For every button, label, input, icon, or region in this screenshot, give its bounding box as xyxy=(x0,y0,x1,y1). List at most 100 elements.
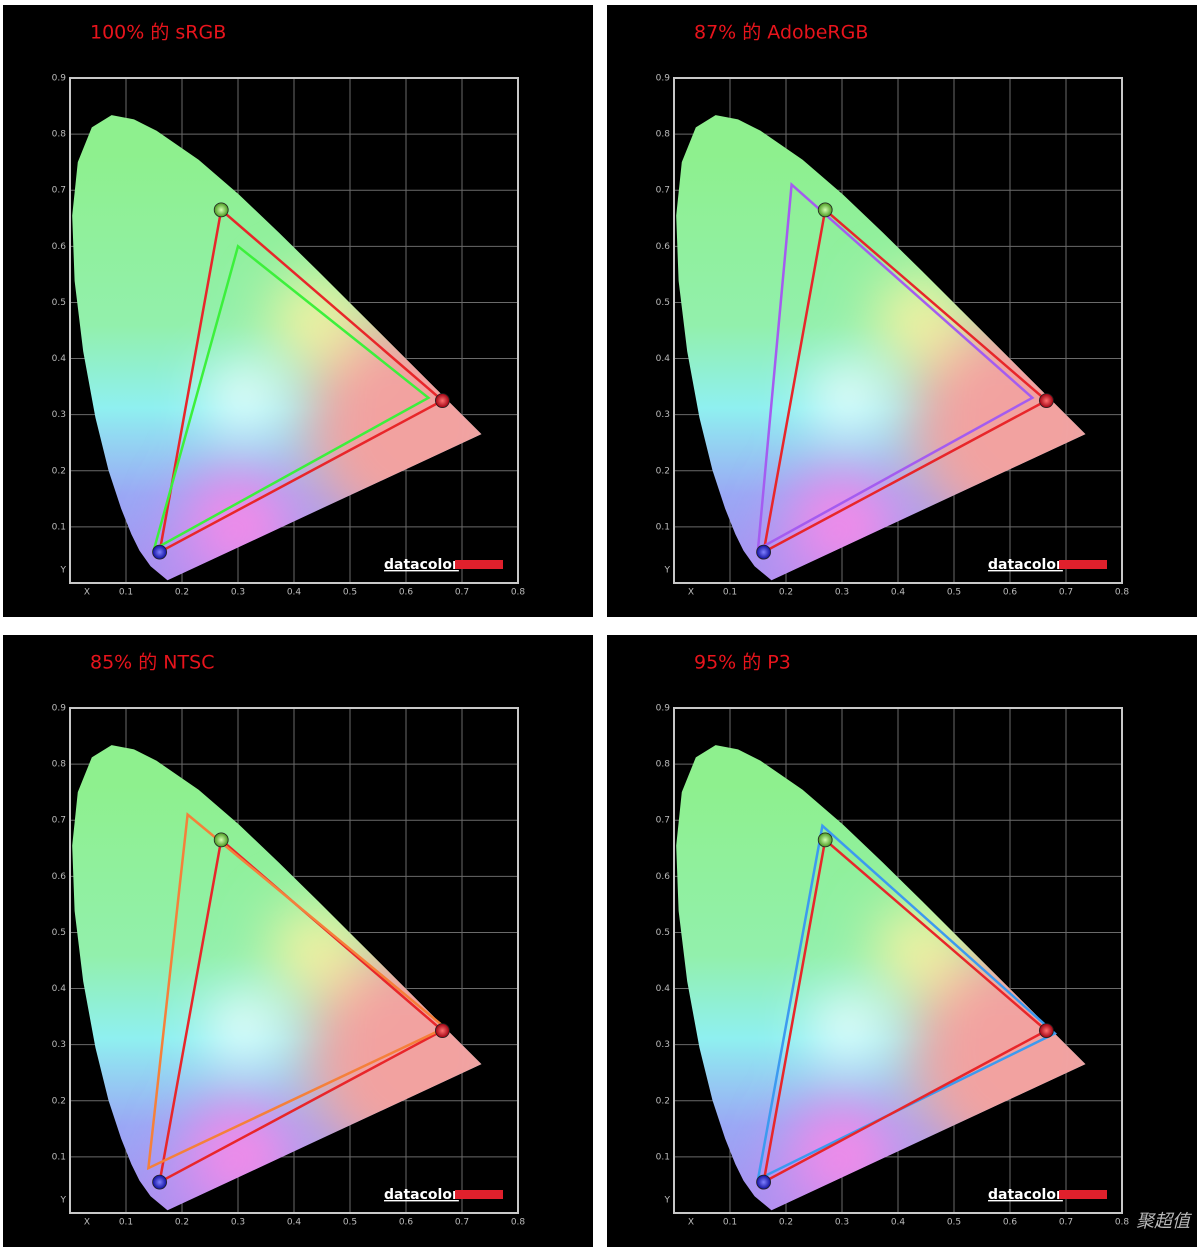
y-tick-label: 0.6 xyxy=(52,872,67,882)
primary-marker xyxy=(756,544,772,560)
gamut-triangle xyxy=(761,207,1049,555)
x-tick-label: 0.3 xyxy=(231,1218,245,1228)
x-tick-label: 0.4 xyxy=(287,588,302,598)
y-tick-label: Y xyxy=(60,1196,67,1206)
x-tick-label: 0.3 xyxy=(231,588,245,598)
y-tick-label: 0.2 xyxy=(656,466,670,476)
gamut-triangle xyxy=(756,182,1035,552)
gamut-triangle xyxy=(761,837,1049,1185)
chart-panel: 87% 的 AdobeRGB X 0.1 0.2 0.3 0.4 0.5 0.6 0.7 0.8 Y… xyxy=(607,5,1197,617)
x-tick-label: 0.7 xyxy=(1059,588,1073,598)
y-tick-label: 0.7 xyxy=(656,186,670,196)
y-tick-label: 0.3 xyxy=(52,410,66,420)
x-tick-label: 0.5 xyxy=(343,588,357,598)
y-tick-label: 0.1 xyxy=(52,522,66,532)
x-tick-label: 0.1 xyxy=(723,588,737,598)
chart-panel: 100% 的 sRGB X 0.1 0.2 0.3 0.4 0.5 0.6 0.7 0.8 Y 0.1… xyxy=(3,5,593,617)
y-tick-label: 0.3 xyxy=(52,1040,66,1050)
plot-frame xyxy=(69,77,519,584)
y-tick-label: 0.7 xyxy=(52,186,66,196)
y-tick-label: 0.4 xyxy=(656,984,671,994)
x-tick-label: 0.6 xyxy=(399,588,414,598)
x-tick-label: 0.4 xyxy=(891,588,906,598)
gamut-triangle xyxy=(146,812,448,1171)
brand-logo: datacolor xyxy=(988,1187,1063,1203)
brand-bar xyxy=(455,1190,503,1199)
y-tick-label: 0.3 xyxy=(656,410,670,420)
primary-marker xyxy=(817,202,833,218)
x-tick-label: 0.2 xyxy=(779,1218,793,1228)
primary-marker xyxy=(213,202,229,218)
x-tick-label: 0.3 xyxy=(835,588,849,598)
watermark: 聚超值 xyxy=(1136,1211,1193,1232)
brand-logo: datacolor xyxy=(988,557,1063,573)
primary-marker xyxy=(756,1174,772,1190)
y-tick-label: 0.6 xyxy=(656,872,671,882)
x-tick-label: X xyxy=(688,1218,694,1228)
primary-marker xyxy=(1038,393,1054,409)
x-tick-label: 0.2 xyxy=(175,588,189,598)
x-tick-label: 0.5 xyxy=(343,1218,357,1228)
x-tick-label: 0.8 xyxy=(1115,588,1130,598)
x-tick-label: 0.8 xyxy=(511,588,526,598)
primary-marker xyxy=(434,393,450,409)
chart-title: 100% 的 sRGB xyxy=(90,22,226,44)
x-tick-label: 0.4 xyxy=(891,1218,906,1228)
x-tick-label: 0.2 xyxy=(175,1218,189,1228)
y-tick-label: 0.9 xyxy=(656,74,671,84)
x-tick-label: 0.7 xyxy=(455,1218,469,1228)
x-tick-label: 0.6 xyxy=(1003,1218,1018,1228)
y-tick-label: 0.6 xyxy=(52,242,67,252)
primary-marker xyxy=(817,832,833,848)
x-tick-label: 0.1 xyxy=(119,1218,133,1228)
plot-frame xyxy=(673,77,1123,584)
y-tick-label: 0.4 xyxy=(52,354,67,364)
x-tick-label: 0.7 xyxy=(455,588,469,598)
brand-logo: datacolor xyxy=(384,557,459,573)
y-tick-label: 0.4 xyxy=(656,354,671,364)
primary-marker xyxy=(434,1023,450,1039)
y-tick-label: 0.2 xyxy=(52,1096,66,1106)
y-tick-label: 0.5 xyxy=(656,298,670,308)
y-tick-label: 0.4 xyxy=(52,984,67,994)
x-tick-label: 0.1 xyxy=(119,588,133,598)
y-tick-label: 0.3 xyxy=(656,1040,670,1050)
brand-bar xyxy=(1059,1190,1107,1199)
y-tick-label: 0.1 xyxy=(656,522,670,532)
brand-logo: datacolor xyxy=(384,1187,459,1203)
primary-marker xyxy=(213,832,229,848)
chart-title: 85% 的 NTSC xyxy=(90,652,214,674)
primary-marker xyxy=(152,1174,168,1190)
x-tick-label: 0.4 xyxy=(287,1218,302,1228)
y-tick-label: Y xyxy=(664,566,671,576)
x-tick-label: 0.5 xyxy=(947,588,961,598)
x-tick-label: 0.3 xyxy=(835,1218,849,1228)
y-tick-label: 0.8 xyxy=(52,130,67,140)
gamut-triangle xyxy=(152,244,431,552)
x-tick-label: 0.2 xyxy=(779,588,793,598)
y-tick-label: 0.1 xyxy=(656,1152,670,1162)
chart-panel: 95% 的 P3 X 0.1 0.2 0.3 0.4 0.5 0.6 0.7 0.8 Y 0.1 0.2… xyxy=(607,635,1197,1247)
x-tick-label: X xyxy=(84,1218,90,1228)
plot-frame xyxy=(673,707,1123,1214)
y-tick-label: Y xyxy=(664,1196,671,1206)
y-tick-label: 0.9 xyxy=(52,704,67,714)
y-tick-label: 0.5 xyxy=(656,928,670,938)
x-tick-label: 0.8 xyxy=(1115,1218,1130,1228)
gamut-triangle xyxy=(157,207,445,555)
y-tick-label: 0.5 xyxy=(52,298,66,308)
y-tick-label: 0.5 xyxy=(52,928,66,938)
y-tick-label: 0.1 xyxy=(52,1152,66,1162)
y-tick-label: 0.2 xyxy=(656,1096,670,1106)
primary-marker xyxy=(1038,1023,1054,1039)
x-tick-label: 0.6 xyxy=(1003,588,1018,598)
brand-bar xyxy=(1059,560,1107,569)
y-tick-label: 0.9 xyxy=(656,704,671,714)
x-tick-label: 0.8 xyxy=(511,1218,526,1228)
x-tick-label: 0.1 xyxy=(723,1218,737,1228)
y-tick-label: 0.7 xyxy=(52,816,66,826)
y-tick-label: 0.8 xyxy=(656,760,671,770)
x-tick-label: X xyxy=(84,588,90,598)
x-tick-label: 0.7 xyxy=(1059,1218,1073,1228)
